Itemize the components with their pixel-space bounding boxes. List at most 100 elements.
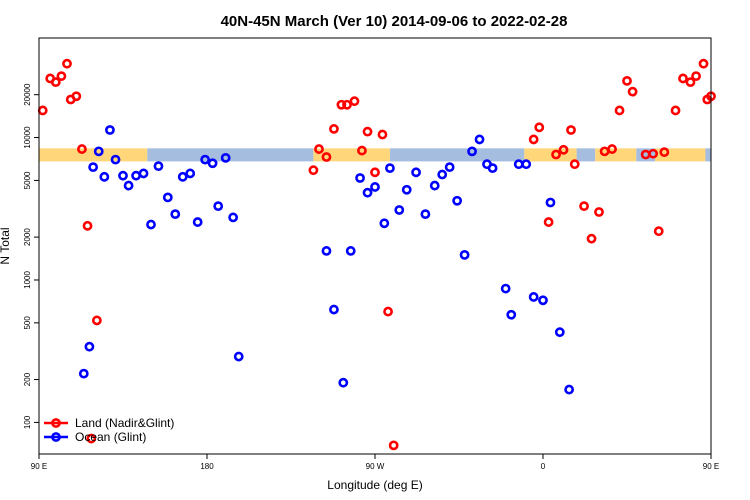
data-point [177, 171, 188, 182]
data-point [345, 246, 356, 256]
data-point [594, 207, 604, 217]
data-point [185, 168, 196, 179]
data-point [213, 201, 224, 212]
band-segment-ocean [389, 148, 525, 162]
data-point [385, 163, 395, 174]
y-axis-label: N Total [0, 227, 12, 264]
data-point [77, 144, 87, 154]
data-point [93, 146, 104, 157]
data-point [554, 327, 565, 338]
data-point [538, 295, 548, 306]
y-tick-label: 10000 [23, 126, 32, 149]
data-point [388, 440, 399, 451]
data-point [467, 146, 477, 157]
legend-marker [51, 418, 61, 428]
data-point [653, 226, 664, 237]
legend: Land (Nadir&Glint)Ocean (Glint) [44, 416, 174, 444]
y-tick-label: 500 [23, 316, 32, 330]
data-point [698, 58, 709, 69]
data-point [99, 171, 110, 182]
data-point [452, 195, 463, 206]
data-point [401, 184, 412, 195]
data-point [534, 122, 545, 133]
data-point [566, 125, 576, 135]
data-point [569, 159, 580, 170]
band-segment-land [524, 148, 577, 162]
data-point [513, 159, 524, 170]
data-point [329, 304, 339, 315]
x-tick-label: 0 [541, 462, 546, 471]
data-point [379, 218, 390, 229]
data-point [607, 144, 617, 154]
data-point [670, 105, 681, 116]
y-tick-label: 100 [23, 415, 32, 429]
data-point [131, 170, 141, 181]
x-tick-label: 90 W [366, 462, 385, 471]
data-point [659, 147, 670, 158]
data-point [678, 73, 688, 84]
data-point [78, 368, 89, 379]
data-point [394, 205, 405, 215]
data-point [321, 152, 332, 162]
data-point [685, 77, 696, 88]
data-point [170, 209, 181, 220]
band-segment-ocean [705, 148, 711, 162]
data-point [528, 134, 539, 145]
legend-label: Ocean (Glint) [75, 430, 146, 444]
surface-band [39, 148, 711, 162]
data-point [118, 170, 128, 181]
data-points [37, 58, 716, 451]
data-point [429, 180, 440, 191]
data-point [123, 180, 134, 191]
data-point [564, 384, 575, 395]
data-point [86, 433, 97, 444]
data-point [82, 220, 93, 231]
data-point [521, 159, 532, 170]
data-point [528, 292, 539, 302]
data-point [105, 125, 115, 135]
data-point [338, 377, 349, 388]
legend-label: Land (Nadir&Glint) [75, 416, 174, 430]
data-point [228, 212, 239, 223]
data-point [146, 219, 156, 230]
data-point [162, 192, 173, 203]
data-point [586, 233, 597, 244]
y-tick-label: 2000 [23, 228, 32, 246]
data-point [71, 91, 82, 102]
data-point [84, 341, 95, 352]
band-segment-land [313, 148, 390, 162]
data-point [37, 105, 48, 116]
data-point [622, 75, 632, 86]
data-point [459, 249, 470, 260]
x-axis-label: Longitude (deg E) [327, 478, 422, 492]
data-point [411, 167, 421, 178]
x-tick-label: 90 E [703, 462, 719, 471]
data-point [545, 197, 556, 208]
data-point [153, 161, 164, 172]
data-point [370, 167, 380, 178]
data-point [487, 163, 498, 174]
data-point [314, 144, 324, 154]
data-point [329, 124, 339, 134]
data-point [233, 351, 244, 362]
data-point [138, 168, 149, 179]
series-land [37, 58, 716, 451]
data-point [500, 283, 511, 294]
data-point [192, 217, 203, 227]
data-point [321, 246, 332, 256]
data-point [349, 96, 360, 107]
x-tick-label: 180 [200, 462, 214, 471]
data-point [648, 148, 659, 159]
data-point [370, 182, 380, 192]
data-point [342, 99, 352, 110]
data-point [691, 71, 701, 82]
data-point [355, 173, 365, 183]
band-segment-land [39, 148, 148, 162]
band-segment-land [595, 148, 637, 162]
legend-marker [51, 432, 61, 442]
y-tick-label: 1000 [23, 271, 32, 289]
data-point [91, 315, 102, 326]
data-point [558, 144, 569, 155]
